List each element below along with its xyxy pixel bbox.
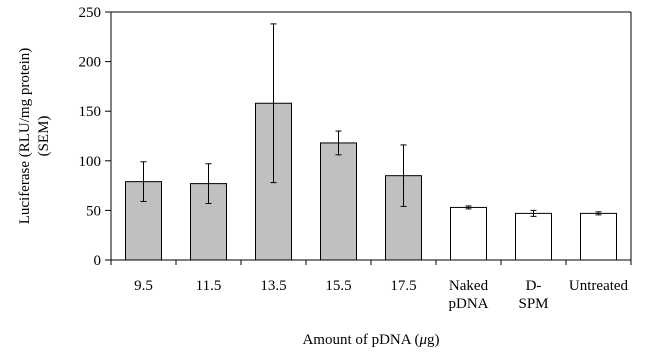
y-tick-label: 200 — [79, 55, 102, 71]
y-tick-label: 100 — [79, 154, 102, 170]
x-tick-labels: 9.5 11.5 13.5 15.5 17.5 Naked pDNA D-SPM Untreat… — [110, 260, 632, 312]
bar — [580, 212, 617, 261]
y-tick-label: 150 — [79, 104, 102, 120]
error-bar — [595, 211, 602, 216]
y-axis-title: Luciferase (RLU/mg protein) (SEM) — [17, 48, 52, 225]
error-bars — [140, 23, 602, 217]
bars — [125, 102, 617, 261]
plot-frame-group — [110, 11, 632, 261]
y-tick-label: 50 — [86, 203, 101, 219]
x-tick-label: Naked pDNA — [449, 278, 489, 312]
y-tick-label: 250 — [79, 5, 102, 21]
x-axis-title: Amount of pDNA (μg) — [302, 332, 439, 348]
error-bar — [335, 130, 342, 156]
error-bar — [270, 23, 277, 184]
error-bar — [140, 161, 147, 202]
x-tick-label: 15.5 — [325, 278, 351, 294]
x-tick-label: D-SPM — [518, 278, 548, 312]
x-tick-label: 17.5 — [390, 278, 416, 294]
x-tick-label: 11.5 — [196, 278, 222, 294]
bar — [515, 212, 552, 261]
y-ticks: 0 50 100 150 200 250 — [79, 5, 111, 269]
x-tick-label: 9.5 — [134, 278, 153, 294]
bar — [450, 206, 487, 261]
error-bar — [400, 144, 407, 207]
error-bar — [465, 205, 472, 210]
bar — [320, 142, 357, 261]
error-bar — [205, 163, 212, 204]
x-tick-label: 13.5 — [260, 278, 286, 294]
y-tick-label: 0 — [94, 253, 102, 269]
error-bar — [530, 209, 537, 217]
x-tick-label: Untreated — [569, 278, 629, 294]
